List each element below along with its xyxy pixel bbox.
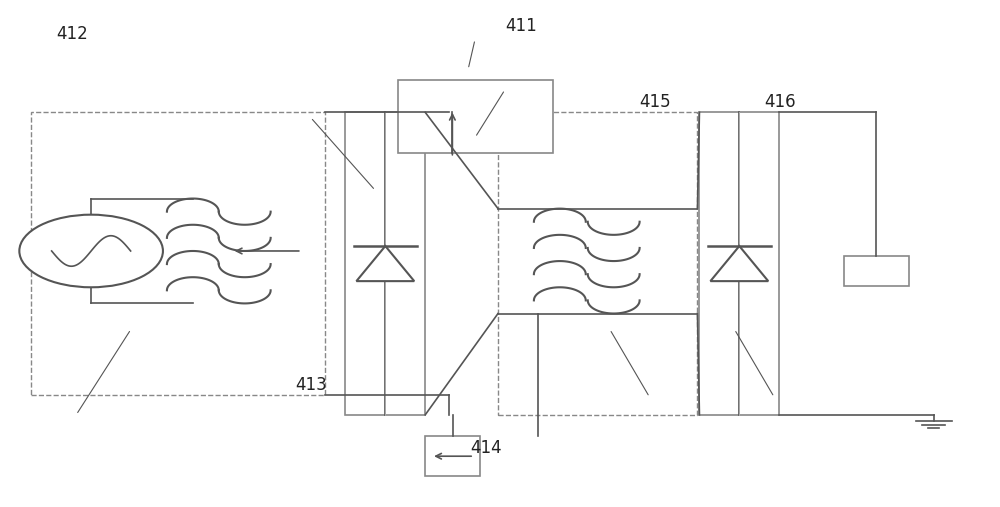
- Text: 415: 415: [640, 93, 671, 111]
- Text: 412: 412: [56, 25, 88, 43]
- Bar: [398, 80, 553, 153]
- Bar: [699, 113, 779, 415]
- Bar: [345, 113, 425, 415]
- Polygon shape: [710, 246, 768, 281]
- Bar: [31, 113, 325, 394]
- Text: 413: 413: [296, 376, 327, 393]
- Bar: [425, 436, 480, 477]
- Bar: [498, 113, 697, 415]
- Text: 416: 416: [764, 93, 796, 111]
- Text: 414: 414: [470, 439, 502, 457]
- Bar: [844, 256, 909, 286]
- Text: 411: 411: [505, 17, 537, 34]
- Circle shape: [19, 214, 163, 287]
- Polygon shape: [356, 246, 414, 281]
